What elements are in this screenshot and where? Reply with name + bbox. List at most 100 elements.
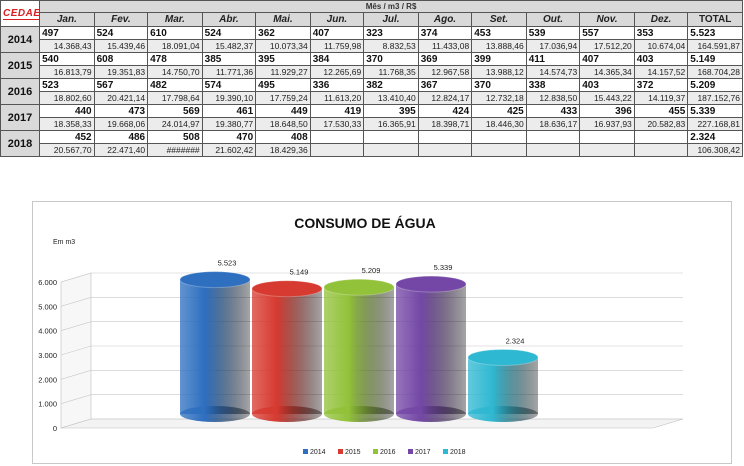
cell-rs[interactable]: 15.439,46: [93, 39, 149, 53]
cell-m3[interactable]: 610: [147, 26, 203, 40]
cell-rs[interactable]: 19.380,77: [201, 117, 257, 131]
cell-m3[interactable]: 336: [309, 78, 365, 92]
cell-m3[interactable]: 524: [201, 26, 257, 40]
total-m3-cell[interactable]: 5.209: [687, 78, 743, 92]
cell-rs[interactable]: [633, 143, 689, 157]
total-m3-cell[interactable]: 5.149: [687, 52, 743, 66]
cell-rs[interactable]: 8.832,53: [363, 39, 419, 53]
cell-rs[interactable]: 17.798,64: [147, 91, 203, 105]
cell-rs[interactable]: 14.119,37: [633, 91, 689, 105]
cell-m3[interactable]: 508: [147, 130, 203, 144]
cell-m3[interactable]: [309, 130, 365, 144]
cell-m3[interactable]: 574: [201, 78, 257, 92]
cell-m3[interactable]: 452: [39, 130, 95, 144]
total-rs-cell[interactable]: 168.704,28: [687, 65, 743, 79]
cell-rs[interactable]: 11.929,27: [255, 65, 311, 79]
cell-rs[interactable]: [525, 143, 581, 157]
cell-m3[interactable]: 497: [39, 26, 95, 40]
cell-m3[interactable]: 539: [525, 26, 581, 40]
cell-rs[interactable]: 13.988,12: [471, 65, 527, 79]
cell-rs[interactable]: 11.433,08: [417, 39, 473, 53]
cell-rs[interactable]: [579, 143, 635, 157]
cell-rs[interactable]: 14.750,70: [147, 65, 203, 79]
cell-m3[interactable]: 470: [201, 130, 257, 144]
cell-m3[interactable]: 408: [255, 130, 311, 144]
cell-rs[interactable]: [471, 143, 527, 157]
cell-m3[interactable]: 478: [147, 52, 203, 66]
cell-rs[interactable]: 12.967,58: [417, 65, 473, 79]
cell-m3[interactable]: 407: [309, 26, 365, 40]
cell-m3[interactable]: [471, 130, 527, 144]
total-m3-cell[interactable]: 5.523: [687, 26, 743, 40]
cell-m3[interactable]: 323: [363, 26, 419, 40]
cell-m3[interactable]: 524: [93, 26, 149, 40]
cell-rs[interactable]: 12.265,69: [309, 65, 365, 79]
cell-m3[interactable]: 482: [147, 78, 203, 92]
cell-rs[interactable]: 16.365,91: [363, 117, 419, 131]
cell-rs[interactable]: 20.567,70: [39, 143, 95, 157]
cell-m3[interactable]: 338: [525, 78, 581, 92]
cell-m3[interactable]: 362: [255, 26, 311, 40]
cell-rs[interactable]: 10.073,34: [255, 39, 311, 53]
cell-m3[interactable]: [363, 130, 419, 144]
cell-rs[interactable]: #######: [147, 143, 203, 157]
cell-rs[interactable]: 11.759,98: [309, 39, 365, 53]
cell-m3[interactable]: 523: [39, 78, 95, 92]
cell-rs[interactable]: 20.582,83: [633, 117, 689, 131]
cell-m3[interactable]: 608: [93, 52, 149, 66]
cell-rs[interactable]: 13.888,46: [471, 39, 527, 53]
total-rs-cell[interactable]: 187.152,76: [687, 91, 743, 105]
cell-m3[interactable]: 461: [201, 104, 257, 118]
cell-m3[interactable]: [579, 130, 635, 144]
cell-m3[interactable]: 569: [147, 104, 203, 118]
cell-rs[interactable]: 24.014,97: [147, 117, 203, 131]
total-rs-cell[interactable]: 227.168,81: [687, 117, 743, 131]
cell-rs[interactable]: 14.368,43: [39, 39, 95, 53]
cell-m3[interactable]: 567: [93, 78, 149, 92]
cell-rs[interactable]: 18.091,04: [147, 39, 203, 53]
total-rs-cell[interactable]: 164.591,87: [687, 39, 743, 53]
cell-rs[interactable]: 20.421,14: [93, 91, 149, 105]
cell-m3[interactable]: 399: [471, 52, 527, 66]
cell-rs[interactable]: 17.759,24: [255, 91, 311, 105]
total-m3-cell[interactable]: 5.339: [687, 104, 743, 118]
cell-m3[interactable]: 403: [633, 52, 689, 66]
cell-m3[interactable]: 403: [579, 78, 635, 92]
cell-rs[interactable]: 13.410,40: [363, 91, 419, 105]
cell-m3[interactable]: 384: [309, 52, 365, 66]
cell-rs[interactable]: [363, 143, 419, 157]
cell-rs[interactable]: 15.482,37: [201, 39, 257, 53]
cell-m3[interactable]: 557: [579, 26, 635, 40]
cell-rs[interactable]: 17.530,33: [309, 117, 365, 131]
cell-m3[interactable]: 395: [255, 52, 311, 66]
cell-rs[interactable]: 10.674,04: [633, 39, 689, 53]
cell-m3[interactable]: 433: [525, 104, 581, 118]
total-m3-cell[interactable]: 2.324: [687, 130, 743, 144]
cell-m3[interactable]: 407: [579, 52, 635, 66]
cell-m3[interactable]: 473: [93, 104, 149, 118]
cell-rs[interactable]: 18.398,71: [417, 117, 473, 131]
cell-m3[interactable]: 455: [633, 104, 689, 118]
cell-rs[interactable]: 15.443,22: [579, 91, 635, 105]
cell-rs[interactable]: 22.471,40: [93, 143, 149, 157]
cell-rs[interactable]: 19.668,06: [93, 117, 149, 131]
cell-rs[interactable]: 19.351,83: [93, 65, 149, 79]
cell-m3[interactable]: 540: [39, 52, 95, 66]
cell-m3[interactable]: 369: [417, 52, 473, 66]
cell-rs[interactable]: 18.648,50: [255, 117, 311, 131]
cell-m3[interactable]: 385: [201, 52, 257, 66]
cell-m3[interactable]: 370: [363, 52, 419, 66]
cell-rs[interactable]: [417, 143, 473, 157]
total-rs-cell[interactable]: 106.308,42: [687, 143, 743, 157]
cell-rs[interactable]: 14.574,73: [525, 65, 581, 79]
cell-rs[interactable]: 18.802,60: [39, 91, 95, 105]
cell-m3[interactable]: 440: [39, 104, 95, 118]
cell-m3[interactable]: 419: [309, 104, 365, 118]
cell-rs[interactable]: 16.937,93: [579, 117, 635, 131]
cell-rs[interactable]: 11.613,20: [309, 91, 365, 105]
cell-m3[interactable]: 353: [633, 26, 689, 40]
cell-m3[interactable]: 370: [471, 78, 527, 92]
cell-m3[interactable]: 453: [471, 26, 527, 40]
cell-m3[interactable]: 396: [579, 104, 635, 118]
cell-rs[interactable]: [309, 143, 365, 157]
